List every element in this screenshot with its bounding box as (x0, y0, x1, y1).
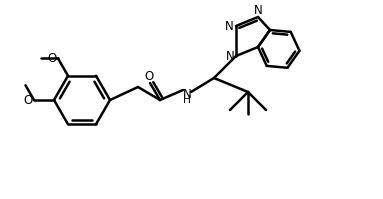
Text: N: N (226, 50, 234, 62)
Text: H: H (183, 95, 191, 105)
Text: N: N (224, 20, 233, 32)
Text: N: N (183, 88, 192, 100)
Text: O: O (24, 94, 33, 106)
Text: O: O (48, 52, 57, 65)
Text: O: O (144, 70, 154, 84)
Text: N: N (254, 5, 262, 18)
